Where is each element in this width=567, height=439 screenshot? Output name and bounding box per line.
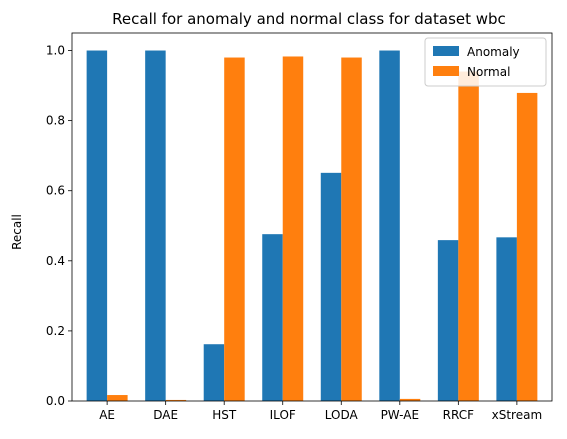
legend-label-anomaly: Anomaly: [467, 45, 520, 59]
bar-anomaly-hst: [203, 344, 225, 401]
x-tick-label: DAE: [153, 408, 178, 422]
x-tick-label: HST: [212, 408, 237, 422]
bar-normal-xstream: [516, 92, 538, 402]
bar-normal-loda: [341, 57, 362, 401]
legend-label-normal: Normal: [467, 65, 510, 79]
x-tick-label: LODA: [325, 408, 359, 422]
bars-layer: [86, 50, 538, 402]
legend-swatch-anomaly: [433, 46, 459, 56]
x-tick-label: RRCF: [443, 408, 474, 422]
bar-anomaly-loda: [320, 172, 342, 401]
axes-layer: AE DAE HST ILOF LODA PW-AE RRCF xStream 0.0 0.2 0.…: [46, 32, 553, 422]
y-tick-label: 0.4: [46, 254, 65, 268]
bar-normal-dae: [165, 399, 187, 401]
bar-normal-rrcf: [458, 71, 479, 402]
bar-anomaly-pw-ae: [379, 50, 400, 402]
bar-normal-ae: [107, 395, 128, 401]
x-tick-label: ILOF: [270, 408, 296, 422]
bar-normal-ilof: [282, 56, 304, 401]
legend: Anomaly Normal: [424, 37, 547, 87]
y-axis-label: Recall: [10, 214, 24, 250]
bar-normal-hst: [224, 57, 245, 401]
bar-normal-pw-ae: [399, 398, 421, 401]
bar-anomaly-dae: [145, 50, 166, 402]
bar-anomaly-xstream: [496, 237, 517, 401]
x-tick-label: AE: [99, 408, 115, 422]
bar-anomaly-ilof: [262, 234, 283, 401]
plot-frame: [71, 32, 553, 402]
legend-swatch-normal: [433, 66, 459, 76]
y-tick-label: 0.0: [46, 394, 65, 408]
y-tick-label: 0.2: [46, 324, 65, 338]
x-tick-label: xStream: [492, 408, 543, 422]
chart-title: Recall for anomaly and normal class for …: [112, 10, 506, 28]
y-tick-label: 0.8: [46, 114, 65, 128]
bar-anomaly-rrcf: [437, 240, 459, 401]
bar-anomaly-ae: [86, 50, 108, 402]
y-tick-label: 1.0: [46, 44, 65, 58]
x-tick-label: PW-AE: [381, 408, 419, 422]
y-tick-label: 0.6: [46, 184, 65, 198]
